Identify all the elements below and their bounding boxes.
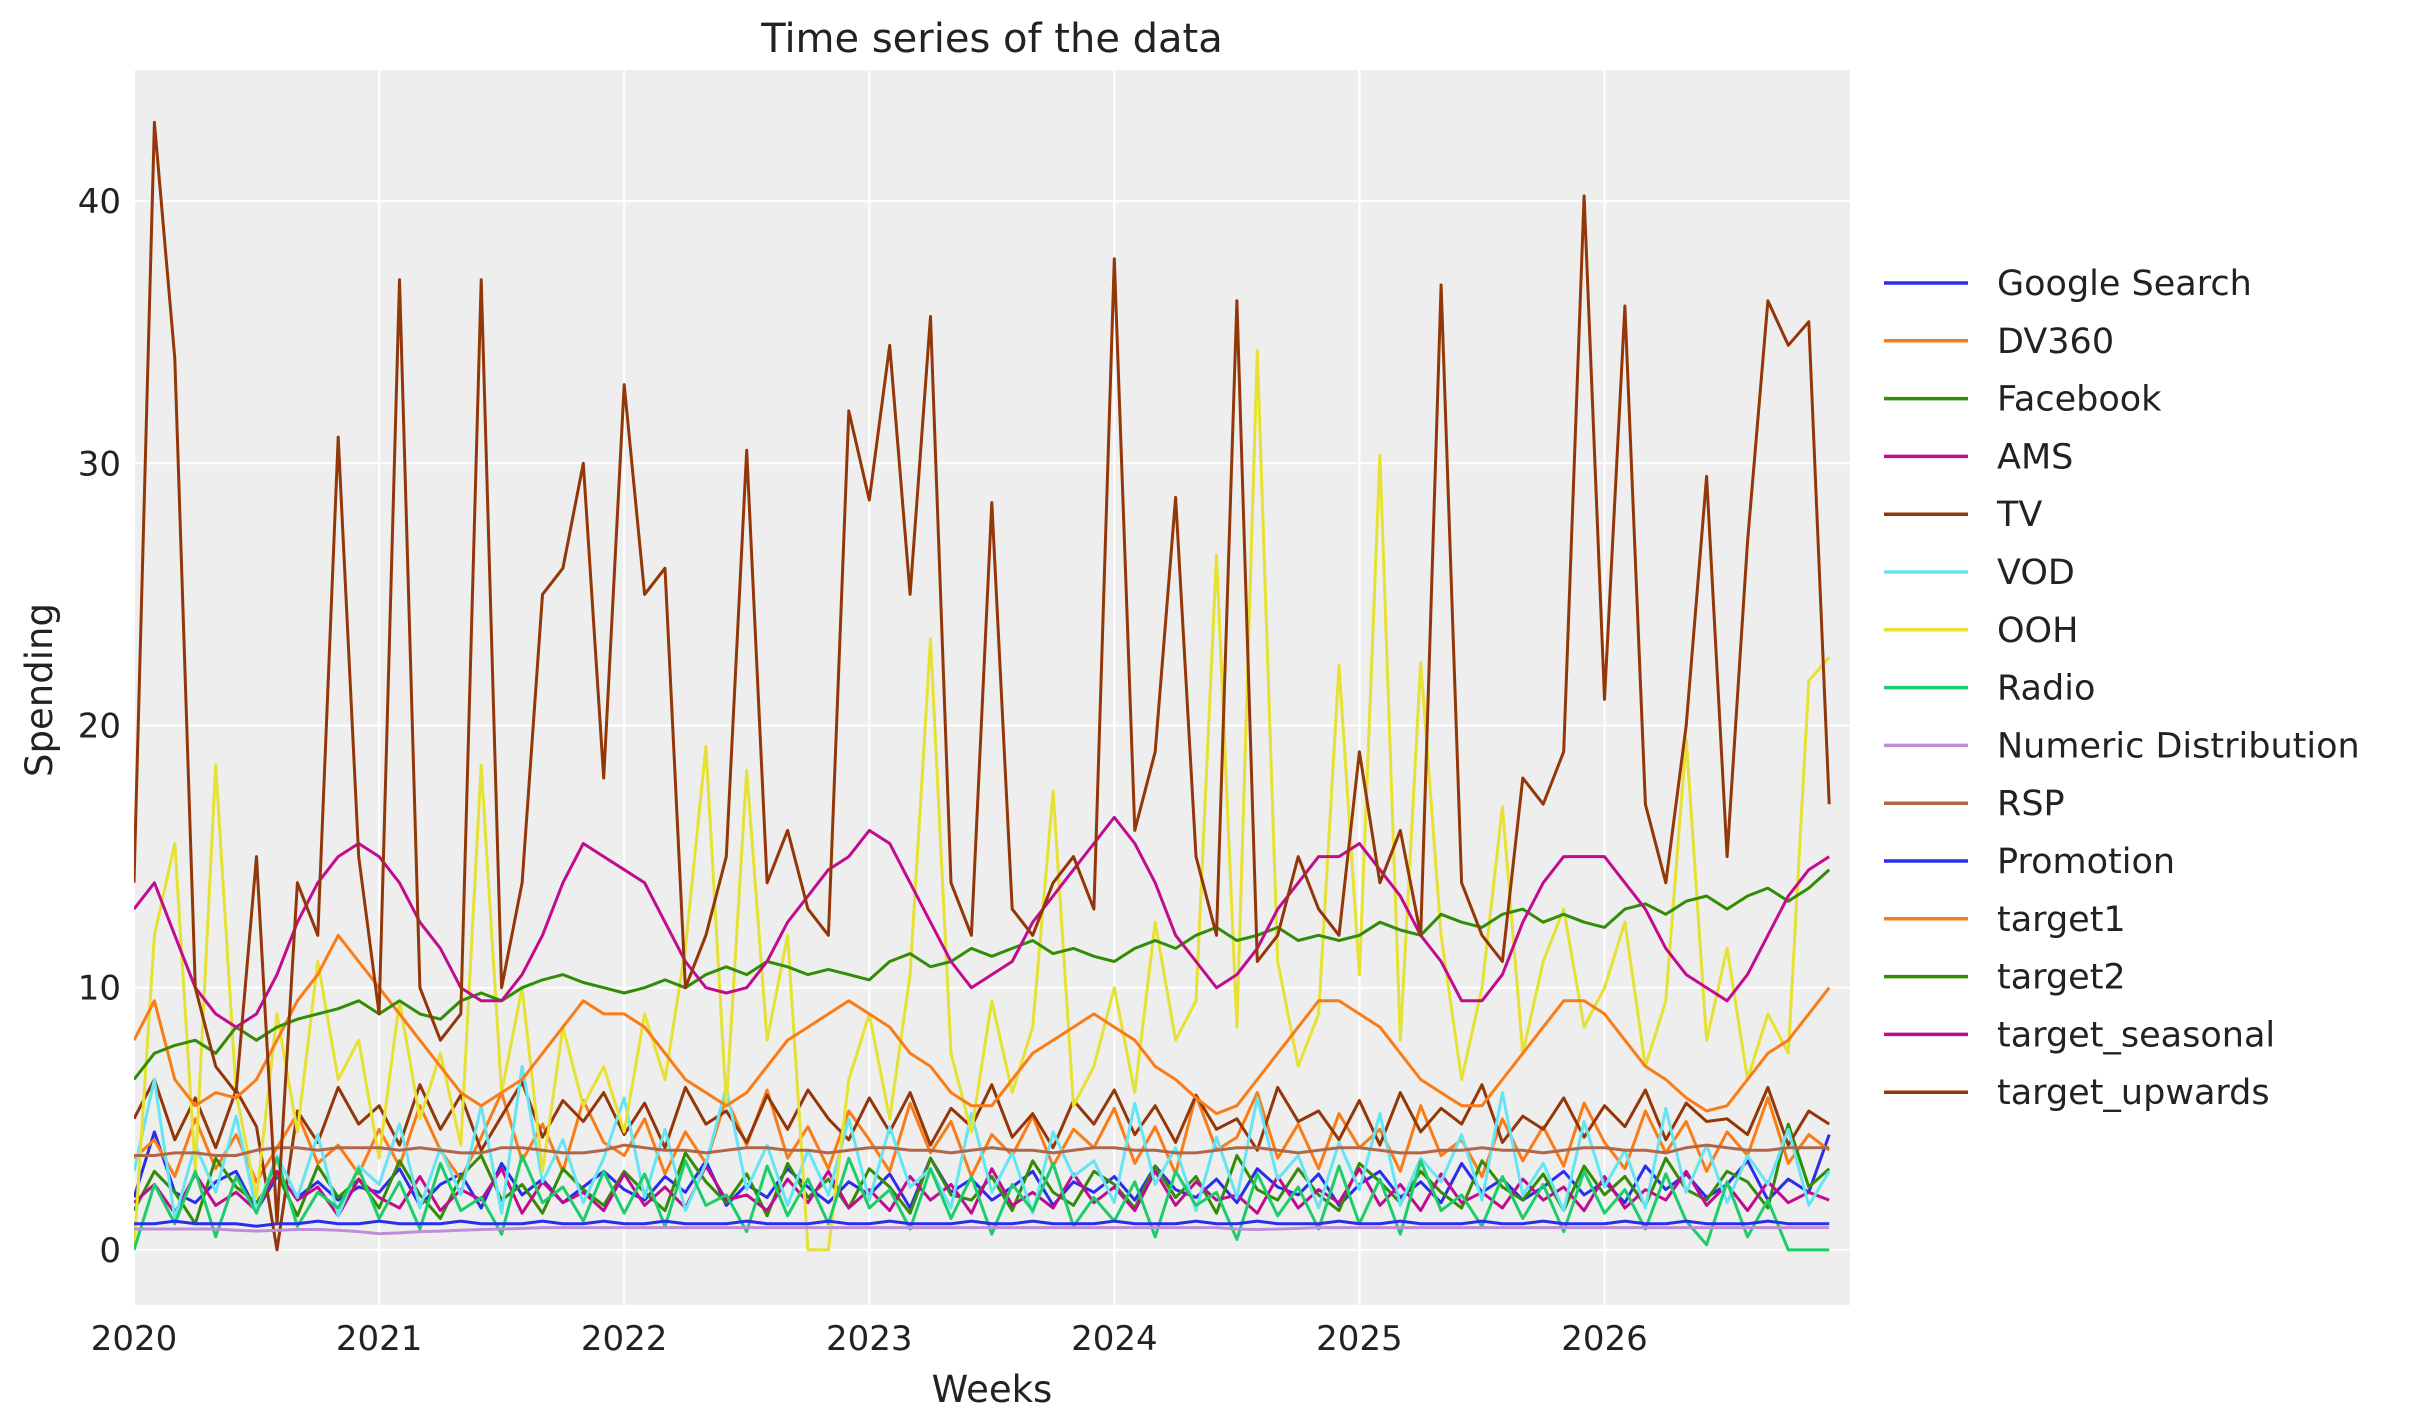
legend-item: target_upwards xyxy=(1884,1073,2270,1113)
x-tick-label: 2024 xyxy=(1071,1319,1158,1359)
y-tick-label: 20 xyxy=(78,707,121,747)
y-tick-label: 30 xyxy=(78,444,121,484)
y-tick-label: 40 xyxy=(78,182,121,222)
x-tick-label: 2026 xyxy=(1561,1319,1648,1359)
legend-item: target2 xyxy=(1884,958,2126,998)
series-line-ams xyxy=(134,1164,1830,1218)
series-line-rsp xyxy=(134,1143,1830,1157)
legend-item: Facebook xyxy=(1884,380,2162,420)
y-tick-label: 0 xyxy=(99,1231,121,1271)
legend: Google Search DV360 Facebook AMS TV VOD OOH Rad… xyxy=(1884,264,2360,1113)
legend-label: Google Search xyxy=(1997,264,2252,304)
legend-label: Numeric Distribution xyxy=(1997,726,2360,766)
x-tick-label: 2023 xyxy=(826,1319,913,1359)
legend-item: Numeric Distribution xyxy=(1884,726,2360,766)
legend-label: target_seasonal xyxy=(1997,1015,2275,1055)
y-axis-label: Spending xyxy=(18,603,61,777)
series-line-vod xyxy=(134,1064,1831,1220)
legend-label: Promotion xyxy=(1997,842,2175,882)
legend-label: OOH xyxy=(1997,611,2078,651)
x-tick-labels: 2020 2021 2022 2023 2024 2025 2026 xyxy=(91,1319,1648,1359)
chart-title: Time series of the data xyxy=(760,16,1223,62)
series-line-target1 xyxy=(134,933,1831,1116)
series-line-numeric-distribution xyxy=(134,1226,1830,1236)
legend-item: AMS xyxy=(1884,437,2073,477)
x-tick-label: 2025 xyxy=(1316,1319,1403,1359)
legend-item: OOH xyxy=(1884,611,2078,651)
legend-item: Radio xyxy=(1884,669,2095,709)
legend-label: VOD xyxy=(1997,553,2075,593)
y-tick-label: 10 xyxy=(78,969,121,1009)
legend-item: TV xyxy=(1884,495,2042,535)
legend-item: Promotion xyxy=(1884,842,2175,882)
legend-label: AMS xyxy=(1997,437,2073,477)
y-tick-labels: 0 10 20 30 40 xyxy=(78,182,121,1271)
legend-item: Google Search xyxy=(1884,264,2252,304)
legend-item: target1 xyxy=(1884,900,2126,940)
series-line-ooh xyxy=(134,349,1831,1252)
legend-label: TV xyxy=(1996,495,2042,535)
series-lines xyxy=(134,120,1831,1252)
series-line-target-upwards xyxy=(134,120,1831,1226)
series-line-target2 xyxy=(134,868,1831,1081)
legend-label: target1 xyxy=(1997,900,2126,940)
legend-item: RSP xyxy=(1884,784,2065,824)
legend-item: DV360 xyxy=(1884,322,2114,362)
x-tick-label: 2022 xyxy=(581,1319,668,1359)
legend-label: RSP xyxy=(1997,784,2065,824)
legend-label: target2 xyxy=(1997,958,2126,998)
x-tick-label: 2020 xyxy=(91,1319,178,1359)
legend-label: target_upwards xyxy=(1997,1073,2270,1113)
series-line-promotion xyxy=(134,1219,1830,1228)
legend-label: Radio xyxy=(1997,669,2095,709)
legend-label: Facebook xyxy=(1997,380,2162,420)
legend-item: target_seasonal xyxy=(1884,1015,2275,1055)
x-tick-label: 2021 xyxy=(336,1319,423,1359)
series-line-radio xyxy=(134,1154,1830,1252)
x-axis-label: Weeks xyxy=(932,1368,1053,1411)
legend-item: VOD xyxy=(1884,553,2075,593)
legend-label: DV360 xyxy=(1997,322,2114,362)
